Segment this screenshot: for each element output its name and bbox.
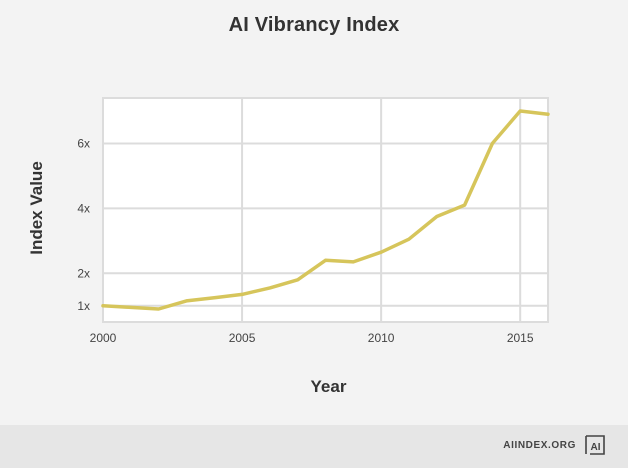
line-chart: 2000 2005 2010 2015 1x 2x 4x 6x Year Index Value — [27, 97, 550, 396]
data-point — [379, 250, 383, 254]
data-point — [240, 292, 244, 296]
data-point — [212, 296, 216, 300]
data-point — [324, 258, 328, 262]
footer-brand-text[interactable]: AIINDEX.ORG — [503, 440, 576, 451]
data-point — [268, 286, 272, 290]
data-point — [157, 307, 161, 311]
data-point — [490, 141, 494, 145]
y-tick-label: 1x — [77, 299, 90, 313]
data-point — [546, 112, 550, 116]
footer-bar: AIINDEX.ORG AI — [0, 425, 628, 468]
x-tick-label: 2010 — [368, 331, 395, 345]
data-point — [463, 203, 467, 207]
x-tick-label: 2015 — [507, 331, 534, 345]
ai-index-logo-icon[interactable]: AI — [584, 434, 606, 456]
y-axis-label: Index Value — [27, 161, 46, 255]
series-line — [101, 109, 550, 311]
plot-frame — [102, 97, 549, 323]
y-tick-label: 4x — [77, 201, 90, 215]
data-point — [351, 260, 355, 264]
x-tick-label: 2005 — [229, 331, 256, 345]
logo-text: AI — [591, 442, 601, 453]
plot-area — [103, 98, 548, 322]
data-point — [435, 214, 439, 218]
data-point — [129, 305, 133, 309]
chart-title: AI Vibrancy Index — [228, 14, 400, 36]
data-point — [184, 299, 188, 303]
y-tick-label: 2x — [77, 266, 90, 280]
x-axis-label: Year — [311, 377, 347, 396]
data-point — [407, 237, 411, 241]
y-tick-label: 6x — [77, 136, 90, 150]
x-tick-label: 2000 — [90, 331, 117, 345]
data-point — [518, 109, 522, 113]
data-point — [101, 304, 105, 308]
data-point — [296, 278, 300, 282]
